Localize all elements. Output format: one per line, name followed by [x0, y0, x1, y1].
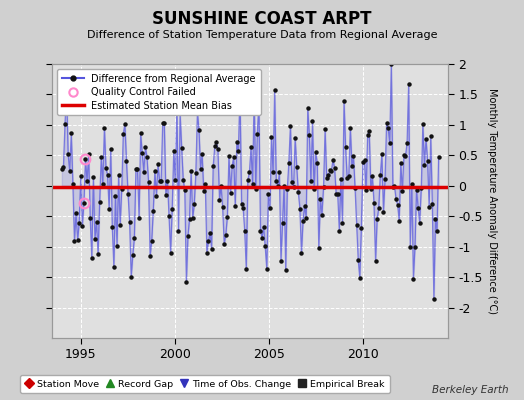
Text: SUNSHINE COAST ARPT: SUNSHINE COAST ARPT [152, 10, 372, 28]
Text: Berkeley Earth: Berkeley Earth [432, 385, 508, 395]
Y-axis label: Monthly Temperature Anomaly Difference (°C): Monthly Temperature Anomaly Difference (… [487, 88, 497, 314]
Legend: Difference from Regional Average, Quality Control Failed, Estimated Station Mean: Difference from Regional Average, Qualit… [57, 69, 260, 115]
Legend: Station Move, Record Gap, Time of Obs. Change, Empirical Break: Station Move, Record Gap, Time of Obs. C… [20, 375, 390, 393]
Text: Difference of Station Temperature Data from Regional Average: Difference of Station Temperature Data f… [87, 30, 437, 40]
